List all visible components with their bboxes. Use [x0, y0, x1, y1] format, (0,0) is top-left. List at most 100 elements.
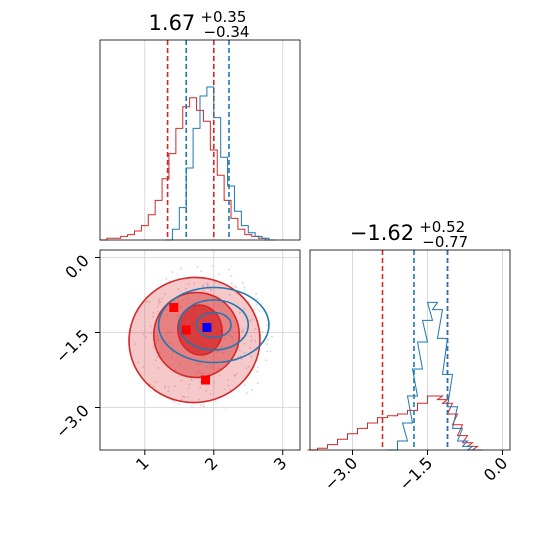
joint-sample-point: [248, 365, 250, 368]
joint-sample-point: [243, 307, 246, 310]
joint-xtick-label-2: 3: [270, 453, 291, 474]
joint-sample-point: [148, 301, 151, 304]
joint-sample-point: [171, 342, 174, 345]
joint-sample-point: [188, 387, 190, 389]
joint-sample-point: [261, 330, 264, 333]
joint-sample-point: [166, 314, 169, 317]
joint-sample-point: [250, 335, 252, 338]
joint-sample-point: [239, 349, 241, 352]
joint-sample-point: [243, 384, 246, 386]
joint-sample-point: [200, 372, 203, 375]
joint-sample-point: [153, 385, 155, 388]
joint-sample-point: [165, 278, 168, 280]
joint-sample-point: [250, 339, 253, 342]
joint-sample-point: [174, 368, 177, 371]
joint-sample-point: [155, 341, 157, 344]
joint-sample-point: [205, 389, 208, 392]
joint-sample-point: [250, 355, 253, 358]
joint-sample-point: [206, 365, 209, 368]
joint-sample-point: [230, 329, 233, 332]
joint-sample-point: [150, 332, 152, 334]
joint-sample-point: [149, 383, 151, 385]
joint-sample-point: [218, 368, 221, 370]
joint-sample-point: [190, 378, 193, 381]
joint-sample-point: [210, 366, 213, 369]
joint-sample-point: [255, 303, 258, 306]
joint-contour-panel: 1 2 3 0.0 −1.5 −3.0: [52, 249, 301, 474]
top-hist-series-1: [165, 86, 276, 241]
joint-sample-point: [245, 392, 248, 394]
joint-sample-point: [179, 267, 182, 270]
joint-sample-point: [157, 367, 160, 369]
joint-frame: [99, 249, 301, 451]
top-hist-series-0: [100, 97, 273, 241]
joint-sample-point: [220, 346, 223, 348]
joint-sample-point: [256, 370, 259, 373]
joint-sample-point: [239, 355, 242, 357]
joint-sample-point: [269, 350, 272, 353]
joint-sample-point: [209, 375, 212, 378]
joint-sample-point: [178, 300, 180, 303]
joint-sample-point: [167, 390, 170, 392]
joint-sample-point: [181, 299, 184, 302]
joint-sample-point: [161, 297, 164, 300]
joint-xtick-label-0: 1: [132, 453, 153, 474]
right-frame: [309, 249, 511, 451]
joint-sample-point: [177, 288, 180, 290]
joint-sample-point: [211, 264, 214, 267]
joint-sample-point: [213, 281, 216, 284]
joint-sample-point: [196, 372, 199, 375]
joint-sample-point: [196, 265, 199, 268]
joint-sample-point: [243, 352, 246, 354]
joint-sample-point: [145, 336, 148, 338]
joint-sample-point: [251, 388, 253, 391]
joint-sample-point: [188, 383, 191, 386]
joint-sample-point: [164, 385, 167, 388]
joint-sample-point: [229, 294, 231, 296]
joint-sample-point: [209, 288, 212, 291]
joint-sample-point: [235, 373, 238, 375]
joint-sample-point: [167, 330, 170, 333]
joint-sample-point: [234, 374, 237, 377]
title-param1: 1.67 +0.35 −0.34: [149, 7, 252, 41]
joint-marker-3: [202, 323, 212, 332]
joint-sample-point: [256, 366, 259, 369]
joint-sample-point: [271, 335, 273, 338]
joint-sample-point: [231, 336, 234, 338]
joint-ytick-label-0: 0.0: [61, 251, 92, 282]
joint-sample-point: [266, 324, 269, 326]
joint-sample-point: [227, 378, 229, 381]
joint-sample-point: [184, 288, 187, 290]
joint-sample-point: [168, 341, 171, 344]
joint-sample-point: [133, 343, 136, 346]
joint-sample-point: [202, 285, 204, 288]
joint-sample-point: [266, 343, 269, 346]
joint-sample-point: [198, 369, 201, 372]
title-param1-sup: +0.35: [200, 8, 246, 26]
joint-sample-point: [179, 362, 181, 365]
joint-sample-point: [190, 405, 193, 408]
joint-sample-point: [180, 379, 183, 382]
marginal-histogram-y: −3.0 −1.5 0.0: [307, 249, 511, 494]
joint-sample-point: [243, 286, 246, 288]
joint-sample-point: [170, 356, 173, 359]
joint-sample-point: [155, 338, 158, 341]
joint-sample-point: [229, 389, 232, 391]
joint-sample-point: [234, 285, 236, 287]
joint-sample-point: [165, 333, 168, 336]
joint-sample-point: [214, 400, 217, 403]
joint-sample-point: [158, 298, 161, 301]
joint-sample-point: [146, 300, 149, 303]
joint-sample-point: [258, 310, 261, 312]
joint-sample-point: [202, 404, 205, 406]
right-hist-series-1: [387, 301, 478, 451]
title-param1-main: 1.67: [149, 11, 196, 35]
joint-sample-point: [202, 405, 205, 408]
right-xtick-label-0: −3.0: [320, 453, 361, 494]
joint-sample-point: [167, 385, 170, 388]
joint-sample-point: [154, 381, 157, 383]
joint-sample-point: [173, 385, 176, 388]
joint-sample-point: [156, 356, 159, 358]
joint-sample-point: [187, 282, 190, 285]
